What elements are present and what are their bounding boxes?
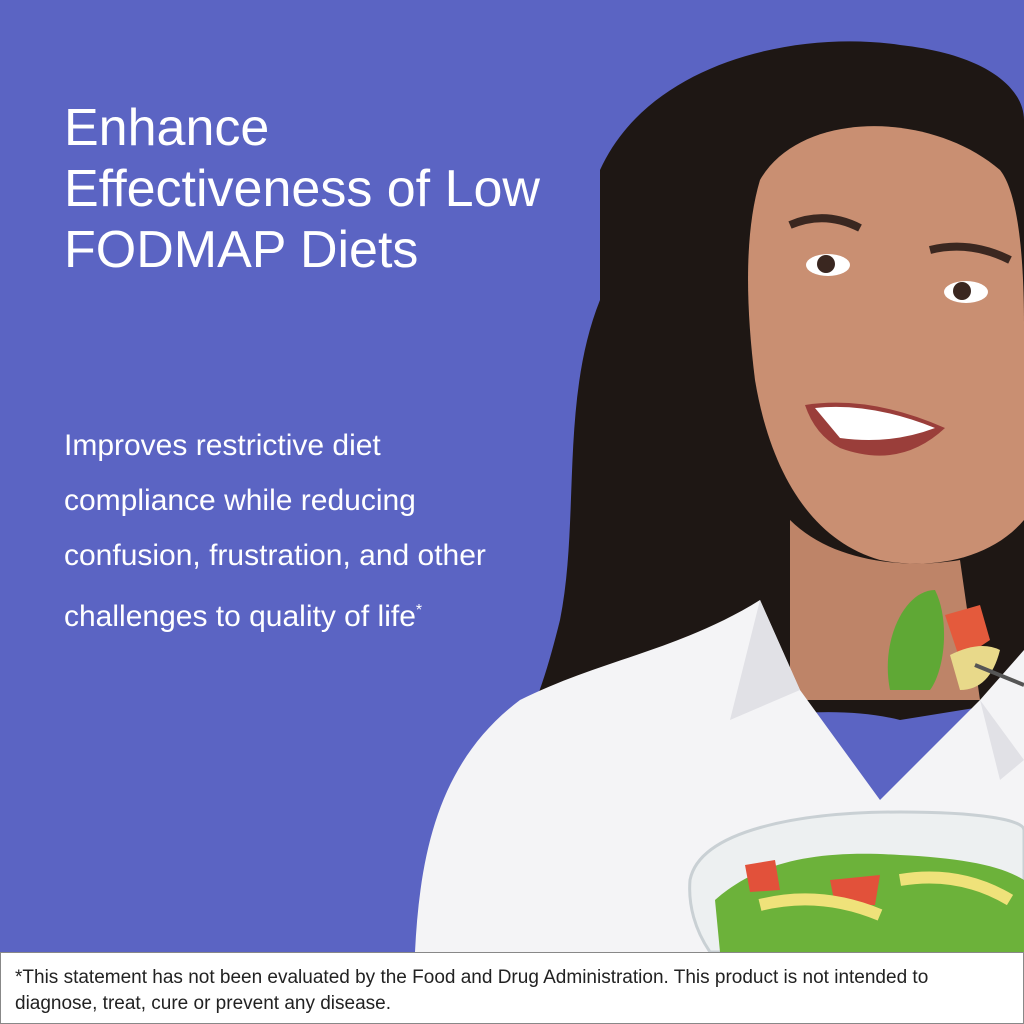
fda-disclaimer-text: *This statement has not been evaluated b… — [15, 967, 929, 1014]
face — [748, 126, 1024, 564]
subheadline: Improves restrictive diet compliance whi… — [64, 418, 524, 644]
fork-salad — [887, 590, 945, 690]
subheadline-text: Improves restrictive diet compliance whi… — [64, 429, 486, 633]
eyebrows — [788, 214, 1012, 264]
headline: Enhance Effectiveness of Low FODMAP Diet… — [64, 99, 540, 279]
hero-banner: Enhance Effectiveness of Low FODMAP Diet… — [64, 41, 1024, 952]
fda-disclaimer-box: *This statement has not been evaluated b… — [0, 952, 1024, 1024]
woman-eating-salad-photo — [415, 41, 1024, 952]
asterisk-mark: * — [415, 602, 423, 619]
